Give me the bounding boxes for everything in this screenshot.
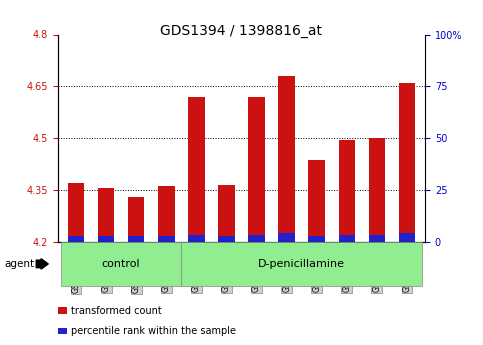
- Bar: [248, 97, 265, 242]
- Bar: [98, 188, 114, 241]
- Bar: [248, 235, 265, 242]
- Bar: [369, 138, 385, 241]
- Bar: [278, 233, 295, 242]
- Text: agent: agent: [5, 259, 35, 269]
- Bar: [158, 186, 174, 242]
- Bar: [68, 183, 85, 242]
- Bar: [128, 197, 144, 241]
- Bar: [339, 140, 355, 242]
- Bar: [339, 235, 355, 242]
- Bar: [128, 236, 144, 241]
- Bar: [309, 236, 325, 241]
- Bar: [218, 185, 235, 242]
- Text: D-penicillamine: D-penicillamine: [258, 259, 345, 269]
- Text: transformed count: transformed count: [71, 306, 162, 315]
- Bar: [68, 236, 85, 241]
- Bar: [398, 83, 415, 242]
- Bar: [98, 236, 114, 241]
- Bar: [309, 160, 325, 242]
- Bar: [218, 236, 235, 241]
- Text: percentile rank within the sample: percentile rank within the sample: [71, 326, 237, 336]
- Bar: [278, 76, 295, 242]
- Text: GDS1394 / 1398816_at: GDS1394 / 1398816_at: [160, 24, 323, 38]
- Bar: [398, 233, 415, 242]
- Bar: [188, 97, 205, 242]
- Bar: [369, 235, 385, 242]
- Bar: [158, 236, 174, 241]
- Text: control: control: [102, 259, 141, 269]
- Bar: [188, 235, 205, 242]
